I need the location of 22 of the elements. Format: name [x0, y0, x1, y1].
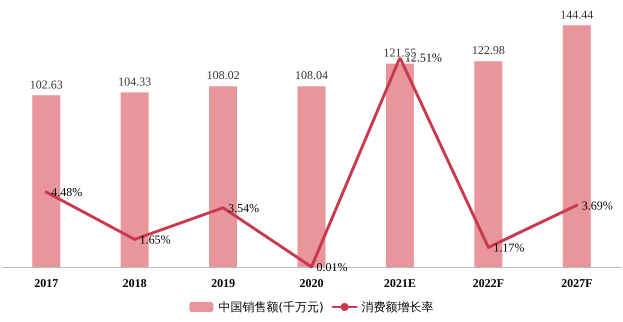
x-tick-label: 2021E: [384, 276, 416, 290]
data-label: 104.33: [118, 74, 152, 88]
data-label: 4.48%: [51, 185, 82, 200]
legend-label: 消费额增长率: [362, 300, 434, 314]
x-tick-label: 2020: [300, 276, 324, 290]
data-label: 108.04: [295, 68, 328, 82]
bar: [386, 64, 414, 267]
data-label: 1.17%: [493, 240, 524, 254]
data-label: 1.65%: [140, 232, 171, 246]
x-tick-label: 2019: [211, 276, 236, 290]
data-label: 144.44: [560, 7, 594, 22]
x-tick-label: 2018: [122, 276, 147, 290]
data-label: 122.98: [472, 43, 505, 58]
x-tick-label: 2017: [34, 276, 58, 290]
x-tick-label: 2027F: [561, 276, 592, 290]
data-label: 108.02: [206, 68, 240, 82]
data-label: 0.01%: [316, 260, 348, 274]
x-tick-label: 2022F: [472, 276, 504, 290]
legend-label: 中国销售额(千万元): [218, 300, 324, 314]
data-label: 102.63: [30, 77, 63, 92]
data-label: 3.69%: [582, 198, 613, 212]
data-label: 3.54%: [228, 200, 260, 215]
